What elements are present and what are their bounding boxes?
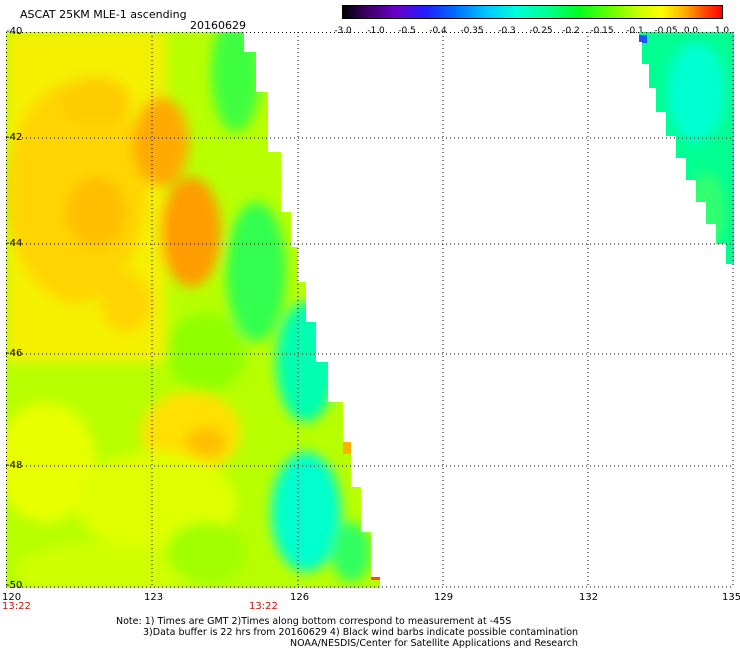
note-line-1: Note: 1) Times are GMT 2)Times along bot…	[116, 616, 512, 627]
colorbar-label: -0.2	[562, 26, 580, 36]
colorbar-label: 1.0	[714, 26, 730, 36]
map-grid	[6, 32, 734, 588]
map-plot	[6, 32, 734, 588]
colorbar-label: -0.5	[398, 26, 416, 36]
colorbar-label: -0.05	[654, 26, 678, 36]
lon-label: 123	[144, 592, 164, 603]
lat-label: -50	[6, 580, 23, 591]
colorbar-label: -3.0	[334, 26, 352, 36]
lon-label: 132	[579, 592, 599, 603]
colorbar-label: -1.0	[367, 26, 385, 36]
lon-label: 120	[2, 592, 22, 603]
lat-label: -48	[6, 460, 23, 471]
lon-label: 129	[434, 592, 454, 603]
lat-label: -42	[6, 132, 23, 143]
time-label: 13:22	[249, 601, 278, 612]
lat-label: -40	[6, 26, 23, 37]
note-line-2: 3)Data buffer is 22 hrs from 20160629 4)…	[143, 627, 579, 638]
colorbar-labels: -3.0 -1.0 -0.5 -0.4 -0.35 -0.3 -0.25 -0.…	[333, 26, 733, 38]
time-label: 13:22	[2, 601, 31, 612]
lat-label: -46	[6, 348, 23, 359]
wind-swath-main	[6, 32, 380, 588]
wind-swath-east	[639, 32, 734, 264]
colorbar-label: -0.1	[626, 26, 644, 36]
lon-label: 135	[722, 592, 740, 603]
lon-label: 126	[290, 592, 310, 603]
lat-label: -44	[6, 238, 23, 249]
product-date: 20160629	[190, 19, 246, 32]
colorbar-label: -0.25	[529, 26, 553, 36]
colorbar-label: -0.4	[429, 26, 447, 36]
colorbar-label: -0.3	[498, 26, 516, 36]
colorbar-label: -0.35	[460, 26, 484, 36]
product-title: ASCAT 25KM MLE-1 ascending	[20, 8, 187, 21]
colorbar-label: -0.15	[590, 26, 614, 36]
colorbar-label: 0.0	[683, 26, 699, 36]
colorbar	[342, 5, 723, 19]
note-line-3: NOAA/NESDIS/Center for Satellite Applica…	[290, 638, 578, 649]
